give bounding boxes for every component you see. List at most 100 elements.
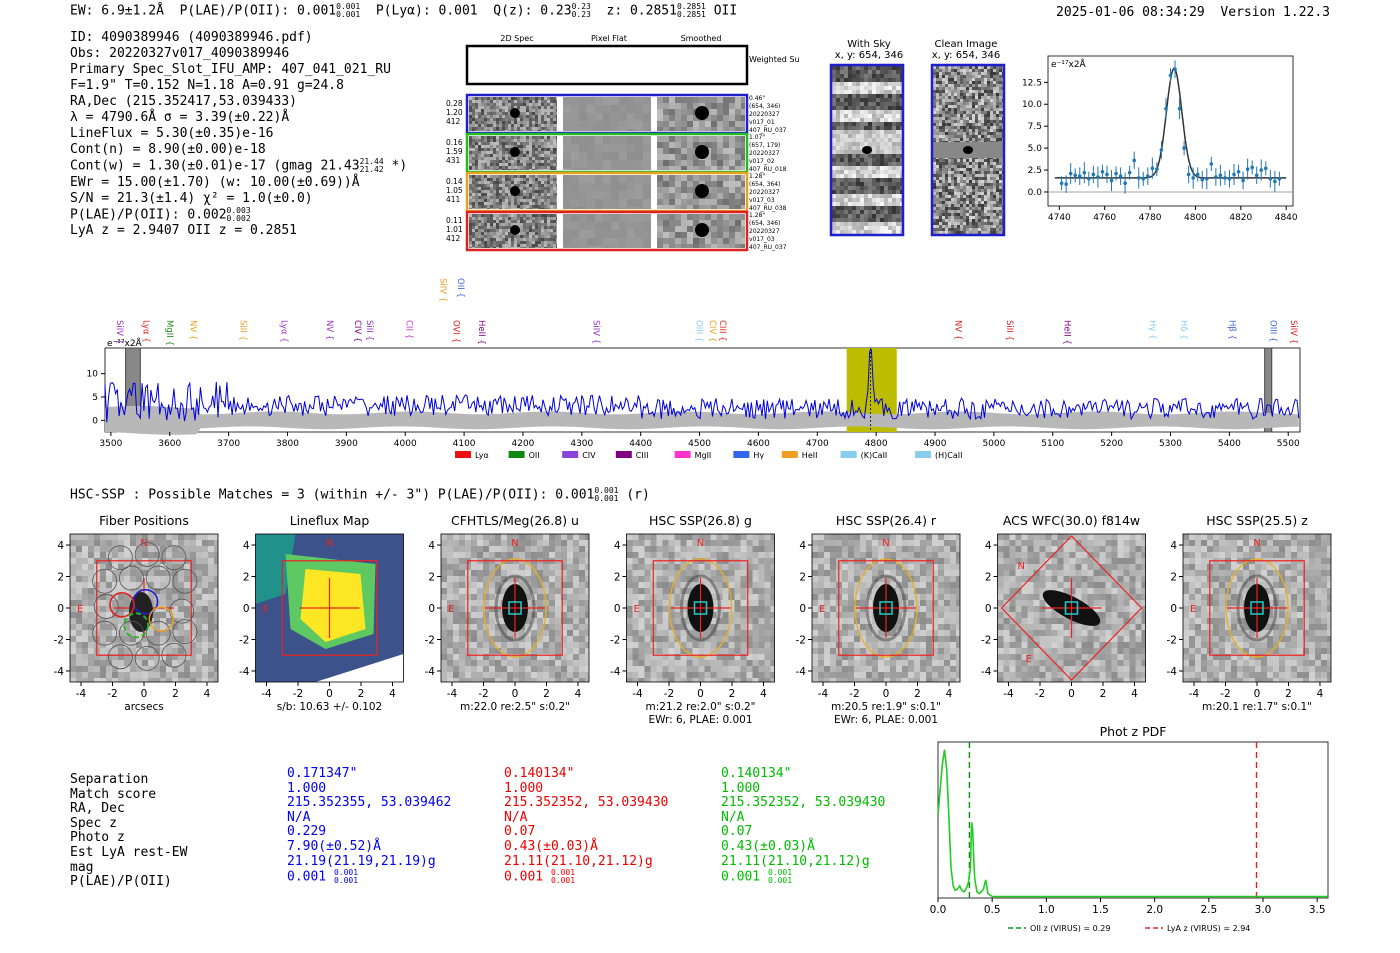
noise-pixel [948,186,951,189]
noise-pixel [529,139,532,142]
sky-pixel [876,114,880,118]
noise-pixel [611,230,619,238]
noise-pixel [711,109,717,115]
noise-pixel [984,222,987,225]
spectrum-line-id: SiII { [1004,320,1014,341]
noise-pixel [472,217,475,220]
noise-pixel [954,189,957,192]
noise-pixel [969,132,972,135]
noise-pixel [538,106,541,109]
noise-pixel [94,534,100,540]
noise-pixel [505,97,508,100]
noise-pixel [544,217,547,220]
sky-pixel [884,170,888,174]
noise-pixel [954,81,957,84]
sky-pixel [892,222,896,226]
sky-pixel [844,166,848,170]
noise-pixel [969,114,972,117]
noise-pixel [699,136,705,142]
noise-pixel [571,121,579,129]
sky-pixel [840,170,844,174]
sky-pixel [880,194,884,198]
sky-pixel [868,94,872,98]
noise-pixel [978,117,981,120]
noise-pixel [490,190,493,193]
sky-pixel [864,66,868,70]
noise-pixel [975,132,978,135]
noise-pixel [547,157,550,160]
noise-pixel [990,78,993,81]
noise-pixel [675,205,681,209]
noise-pixel [939,78,942,81]
noise-pixel [978,213,981,216]
noise-pixel [741,103,745,109]
noise-pixel [478,190,481,193]
sky-pixel [832,130,836,134]
noise-pixel [526,241,529,244]
noise-pixel [999,174,1002,177]
noise-pixel [520,244,523,247]
noise-pixel [984,174,987,177]
noise-pixel [556,190,557,193]
noise-pixel [993,132,996,135]
noise-pixel [611,136,619,144]
noise-pixel [687,154,693,160]
noise-pixel [981,231,984,234]
sky-pixel [876,102,880,106]
spectrum-xtick-label: 4300 [570,439,593,449]
noise-pixel [481,241,484,244]
noise-pixel [611,246,619,248]
noise-pixel [972,87,975,90]
noise-pixel [735,238,741,244]
noise-pixel [603,214,611,222]
sky-pixel [860,190,864,194]
noise-pixel [538,205,541,208]
sky-pixel [832,94,836,98]
noise-pixel [553,229,556,232]
noise-pixel [984,81,987,84]
noise-pixel [472,175,475,178]
noise-pixel [741,244,745,248]
noise-pixel [547,199,550,202]
sky-pixel [864,194,868,198]
sky-pixel [848,158,852,162]
noise-pixel [954,93,957,96]
noise-pixel [496,100,499,103]
noise-pixel [619,222,627,230]
noise-pixel [972,192,975,195]
spectrum-legend-label: CIV [582,451,596,460]
noise-pixel [603,105,611,113]
noise-pixel [966,69,969,72]
noise-pixel [711,175,717,181]
noise-pixel [948,183,951,186]
noise-pixel [535,229,538,232]
noise-pixel [948,204,951,207]
noise-pixel [945,111,948,114]
noise-pixel [939,162,942,165]
noise-pixel [978,168,981,171]
noise-pixel [978,204,981,207]
noise-pixel [945,120,948,123]
noise-pixel [538,112,541,115]
sky-pixel [876,186,880,190]
noise-pixel [669,238,675,244]
noise-pixel [635,199,643,207]
noise-pixel [490,235,493,238]
noise-pixel [963,132,966,135]
noise-pixel [520,130,523,131]
sky-pixel [856,138,860,142]
noise-pixel [948,216,951,219]
noise-pixel [484,244,487,247]
noise-pixel [547,220,550,223]
noise-pixel [957,75,960,78]
sky-pixel [840,222,844,226]
noise-pixel [469,247,472,248]
noise-pixel [669,103,675,109]
noise-pixel [541,100,544,103]
sky-pixel [864,170,868,174]
det-primary: Primary Spec_Slot_IFU_AMP: 407_041_021_R… [70,62,391,77]
noise-pixel [957,111,960,114]
sky-pixel [880,162,884,166]
noise-pixel [595,121,603,129]
noise-pixel [981,102,984,105]
